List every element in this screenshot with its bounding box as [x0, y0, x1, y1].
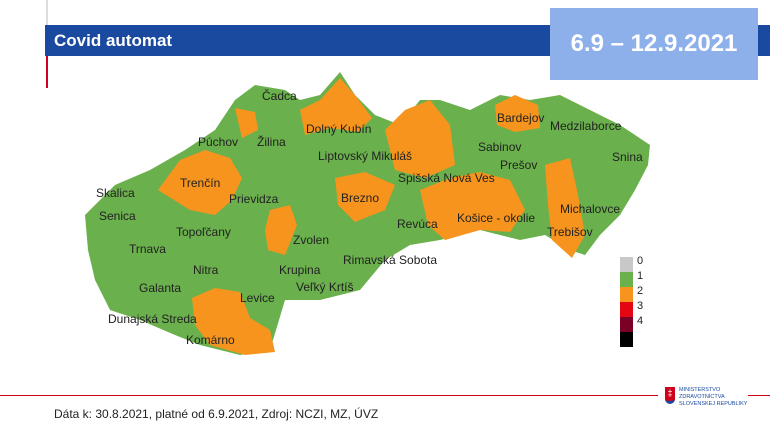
legend-swatch-0	[620, 257, 633, 272]
legend-swatch-2	[620, 287, 633, 302]
district-label: Krupina	[279, 263, 321, 277]
level-2-districts	[158, 78, 585, 355]
accent-line	[46, 56, 48, 88]
logo-line: MINISTERSTVO	[679, 387, 721, 393]
district-label: Spišská Nová Ves	[398, 171, 495, 185]
district-kosice	[420, 172, 525, 240]
ministry-logo: ‡ MINISTERSTVO ZDRAVOTNÍCTVA SLOVENSKEJ …	[665, 387, 747, 408]
district-label: Veľký Krtíš	[296, 280, 354, 294]
logo-line: ZDRAVOTNÍCTVA	[679, 394, 725, 400]
footer-divider	[748, 395, 770, 396]
district-dolny-kubin	[300, 78, 372, 135]
district-label: Košice - okolie	[457, 211, 535, 225]
district-brezno	[335, 172, 395, 222]
district-label: Dunajská Streda	[108, 312, 197, 326]
slovak-coat-of-arms-icon: ‡	[665, 387, 675, 404]
district-label: Komárno	[186, 333, 235, 347]
district-label: Dolný Kubín	[306, 122, 371, 136]
district-label: Revúca	[397, 217, 438, 231]
legend-label: 3	[637, 299, 644, 312]
district-label: Senica	[99, 209, 136, 223]
district-bardejov	[495, 95, 540, 132]
data-source-note: Dáta k: 30.8.2021, platné od 6.9.2021, Z…	[54, 407, 379, 421]
date-range-box: 6.9 – 12.9.2021	[550, 8, 758, 80]
district-label: Galanta	[139, 281, 181, 295]
district-label: Trnava	[129, 242, 166, 256]
district-label: Medzilaborce	[550, 119, 622, 133]
district-liptov-spis	[385, 100, 455, 178]
district-trencin	[158, 150, 242, 215]
district-label: Liptovský Mikuláš	[318, 149, 412, 163]
district-label: Prievidza	[229, 192, 279, 206]
district-label: Prešov	[500, 158, 537, 172]
district-michalovce-trebisov	[545, 158, 585, 258]
district-label: Brezno	[341, 191, 379, 205]
district-label: Michalovce	[560, 202, 620, 216]
district-label: Snina	[612, 150, 643, 164]
district-label: Trenčín	[180, 176, 220, 190]
legend-label: 0	[637, 254, 644, 267]
district-label: Topoľčany	[176, 225, 231, 239]
legend-swatch-4	[620, 317, 633, 332]
district-label: Rimavská Sobota	[343, 253, 437, 267]
district-label: Čadca	[262, 88, 297, 103]
district-label: Sabinov	[478, 140, 521, 154]
legend-label: 4	[637, 314, 644, 327]
legend-label: 2	[637, 284, 644, 297]
legend-swatch-1	[620, 272, 633, 287]
district-label: Skalica	[96, 186, 135, 200]
legend-label: 1	[637, 269, 644, 282]
district-label: Žilina	[257, 134, 286, 149]
district-prievidza-part	[265, 205, 297, 255]
district-label: Levice	[240, 291, 275, 305]
page-title: Covid automat	[54, 31, 173, 50]
district-label: Bardejov	[497, 111, 544, 125]
legend-swatch-3	[620, 302, 633, 317]
map-legend: 0 1 2 3 4	[620, 254, 644, 347]
district-label: Zvolen	[293, 233, 329, 247]
district-zilina-part	[235, 108, 258, 138]
district-labels: Čadca Púchov Žilina Dolný Kubín Bardejov…	[96, 88, 643, 347]
district-label: Nitra	[193, 263, 219, 277]
logo-line: SLOVENSKEJ REPUBLIKY	[679, 401, 748, 407]
district-label: Trebišov	[547, 225, 593, 239]
district-label: Púchov	[198, 135, 238, 149]
legend-swatch-5	[620, 332, 633, 347]
divider	[46, 0, 48, 26]
district-komarno	[192, 288, 275, 355]
footer-divider	[0, 395, 658, 396]
